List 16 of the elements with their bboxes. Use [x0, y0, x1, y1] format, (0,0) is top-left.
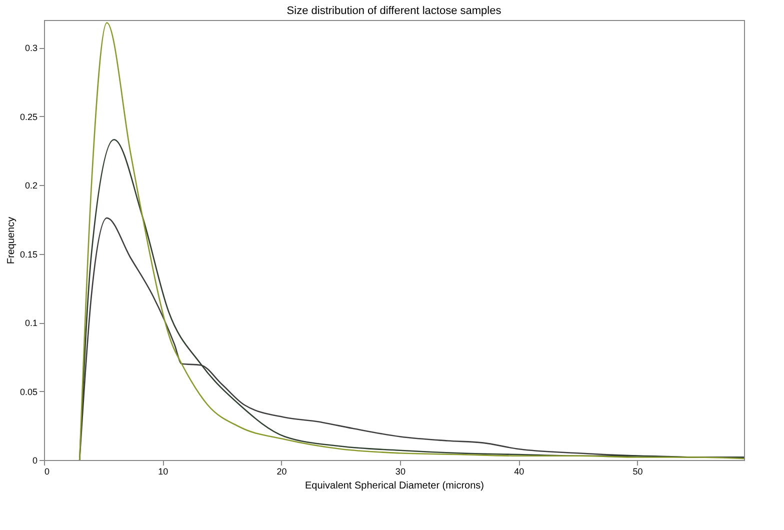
y-tick-label: 0.25 — [20, 112, 38, 122]
x-tick-label: 0 — [44, 466, 50, 476]
y-tick-label: 0.1 — [24, 318, 38, 328]
x-tick-label: 40 — [514, 466, 524, 476]
x-tick-label: 10 — [158, 466, 168, 476]
y-axis-title: Frequency — [6, 216, 17, 264]
x-tick-label: 30 — [395, 466, 406, 476]
y-tick-label: 0.2 — [24, 180, 38, 190]
y-tick-label: 0 — [32, 456, 38, 466]
y-tick-label: 0.3 — [24, 43, 38, 53]
x-tick-label: 50 — [632, 466, 643, 476]
y-tick-label: 0.05 — [20, 386, 38, 397]
x-axis-title: Equivalent Spherical Diameter (microns) — [305, 480, 484, 492]
y-tick-label: 0.15 — [20, 249, 38, 260]
x-tick-label: 20 — [276, 466, 287, 476]
chart-title: Size distribution of different lactose samples — [286, 5, 502, 17]
